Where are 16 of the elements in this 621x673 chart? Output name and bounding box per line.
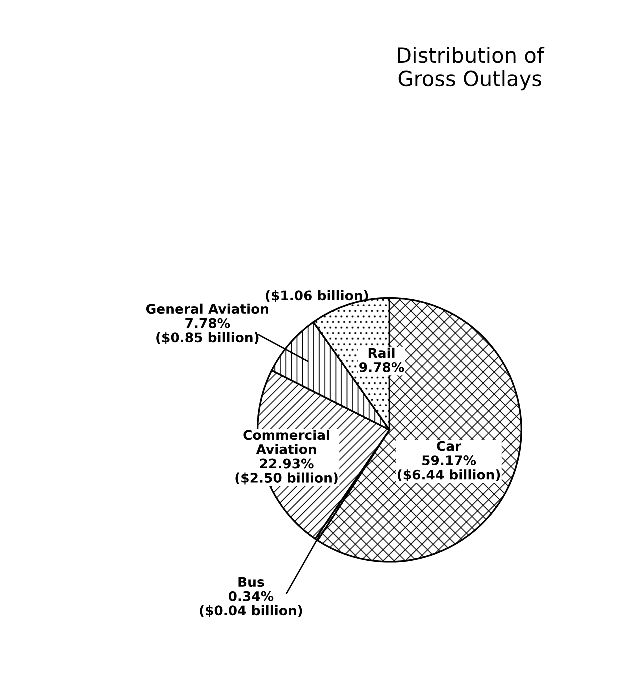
data-label: 59.17% (422, 456, 476, 466)
text: ($0.04 billion) (200, 605, 302, 618)
slice-label: General Aviation (146, 304, 268, 314)
slice-label: Car (437, 441, 462, 452)
text: ($6.44 billion) (398, 470, 500, 482)
text: ($2.50 billion) (236, 472, 338, 485)
text: ($0.85 billion) (156, 332, 259, 344)
data-label: 7.78% (186, 318, 230, 328)
slice-label: Commercial Aviation (244, 430, 330, 454)
text: ($1.06 billion) (266, 290, 368, 302)
data-label: 0.34% (228, 591, 274, 602)
data-label: 22.93% (260, 458, 314, 469)
chart-title: Distribution of Gross Outlays (398, 47, 545, 91)
slice-label: Bus (238, 577, 264, 588)
data-label: 9.78% (360, 362, 404, 372)
slice-label: Rail (368, 348, 395, 358)
